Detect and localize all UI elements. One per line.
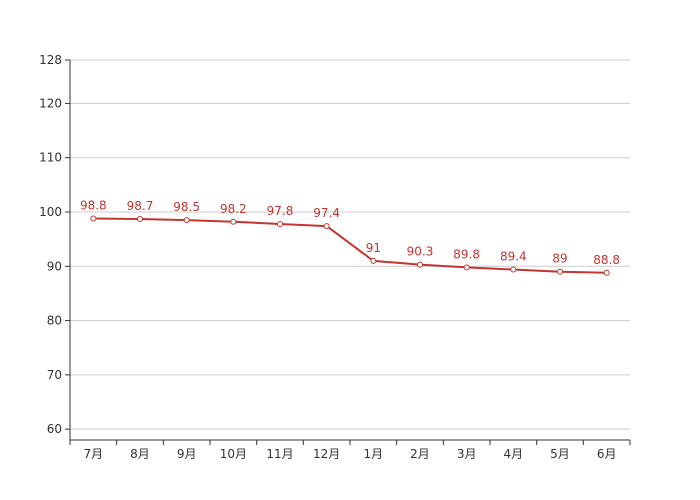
x-tick-label: 2月 <box>410 447 430 461</box>
grid-lines <box>70 59 630 430</box>
data-point <box>370 257 377 264</box>
x-tick-label: 10月 <box>220 447 247 461</box>
data-label: 89.8 <box>453 247 480 261</box>
data-point <box>557 268 563 275</box>
data-point <box>603 269 610 276</box>
data-point <box>510 266 517 273</box>
x-tick-label: 8月 <box>130 447 150 461</box>
x-tick-label: 3月 <box>457 447 477 461</box>
x-tick-label: 11月 <box>266 447 293 461</box>
data-point <box>417 261 423 268</box>
data-label: 98.8 <box>80 199 107 213</box>
data-label: 89.4 <box>500 250 527 264</box>
data-label: 91 <box>366 241 381 255</box>
x-tick-label: 5月 <box>550 447 570 461</box>
y-tick-label: 60 <box>47 422 62 436</box>
data-point <box>230 218 237 225</box>
data-label: 89 <box>552 252 567 266</box>
y-tick-label: 120 <box>39 96 62 110</box>
y-tick-label: 110 <box>39 151 62 165</box>
data-label: 88.8 <box>593 253 620 267</box>
y-tick-label: 90 <box>47 259 62 273</box>
data-label: 98.5 <box>173 200 200 214</box>
y-tick-labels: 60 70 80 90 100 110 120 128 <box>39 53 62 436</box>
x-tick-label: 1月 <box>364 447 384 461</box>
data-label: 98.7 <box>127 199 154 213</box>
data-label: 97.8 <box>267 204 294 218</box>
data-point <box>137 216 143 223</box>
x-tick-label: 9月 <box>177 447 197 461</box>
data-point <box>323 223 330 230</box>
data-label: 97.4 <box>313 206 340 220</box>
y-tick-label: 70 <box>47 368 62 382</box>
axes <box>65 59 631 445</box>
data-point <box>277 220 283 227</box>
data-label: 98.2 <box>220 202 247 216</box>
data-point <box>90 215 97 222</box>
data-point <box>463 264 470 271</box>
y-tick-label: 80 <box>47 314 62 328</box>
x-tick-label: 4月 <box>504 447 524 461</box>
series-line <box>93 217 607 274</box>
x-tick-label: 7月 <box>84 447 104 461</box>
data-points <box>90 215 610 276</box>
y-tick-label: 100 <box>39 205 62 219</box>
data-point <box>183 217 190 224</box>
data-labels: 98.8 98.7 98.5 98.2 97.8 97.4 91 90.3 89.8 89.4 89… <box>80 199 620 267</box>
x-tick-label: 6月 <box>597 447 617 461</box>
data-label: 90.3 <box>407 245 434 259</box>
x-tick-labels: 7月 8月 9月 10月 11月 12月 1月 2月 3月 4月 5月 6月 <box>84 447 617 461</box>
y-tick-label: 128 <box>39 53 62 67</box>
x-tick-label: 12月 <box>313 447 340 461</box>
series-line-path <box>93 217 607 274</box>
